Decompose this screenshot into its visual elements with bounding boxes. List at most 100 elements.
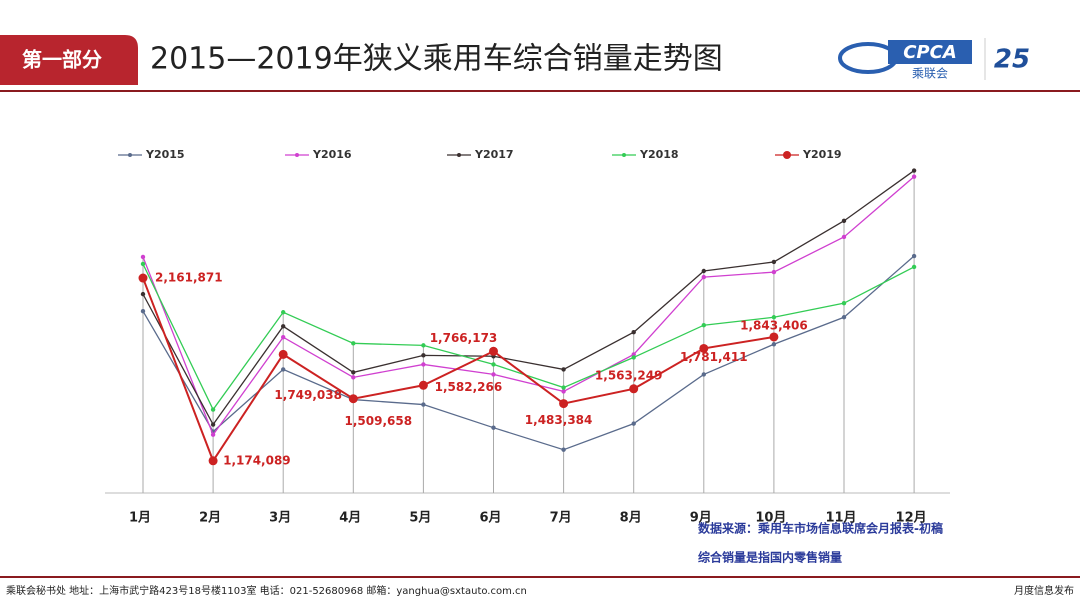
point [771,315,777,320]
x-tick-label: 12月 [896,511,927,526]
point [421,402,426,407]
point [208,456,218,466]
data-label: 1,509,658 [345,414,413,428]
point [421,343,426,348]
point [281,367,286,372]
legend-label: Y2015 [145,148,185,161]
point [278,349,288,359]
point [491,362,496,367]
point [631,421,636,426]
x-tick-label: 10月 [755,511,786,526]
data-label: 1,582,266 [435,380,503,394]
definition-note: 综合销量是指国内零售销量 [698,550,842,565]
point [351,370,356,375]
point [841,234,847,240]
point [769,332,779,342]
series-line [142,176,915,437]
point [210,407,216,412]
point [561,367,566,372]
point [351,341,356,346]
data-label: 1,766,173 [430,331,498,345]
point [911,264,917,270]
point [841,218,847,224]
logo-sub: 乘联会 [912,67,948,81]
data-label: 1,563,249 [595,368,663,382]
section-tab [0,35,138,85]
legend-marker [622,153,626,157]
legend-label: Y2017 [474,148,514,161]
point [418,380,428,390]
series-line [142,263,915,411]
legend-label: Y2019 [802,148,842,161]
x-tick-label: 2月 [199,511,221,526]
point [140,261,146,267]
x-tick-label: 1月 [129,511,151,526]
data-label: 1,843,406 [740,318,808,332]
point [140,254,146,260]
point [210,422,216,427]
badge: 25 [994,45,1030,75]
x-tick-label: 9月 [690,511,712,526]
point [351,375,356,380]
series-line [142,277,775,463]
point [138,273,148,283]
section-label: 第一部分 [22,48,102,72]
point [281,324,286,329]
legend-label: Y2018 [639,148,679,161]
point [911,168,917,173]
point [421,362,426,367]
legend-label: Y2016 [312,148,352,161]
data-label: 1,749,038 [274,388,342,402]
legend-marker [457,153,461,157]
point [629,384,639,394]
point [140,291,146,297]
legend-marker [783,151,791,159]
data-label: 1,781,411 [680,350,748,364]
point [491,425,496,430]
point [210,432,216,437]
logo-box [888,40,972,64]
x-tick-label: 8月 [620,511,642,526]
logo-text: CPCA [903,42,957,63]
x-tick-label: 6月 [479,511,501,526]
footer-left: 乘联会秘书处 地址：上海市武宁路423号18号楼1103室 电话：021-526… [6,584,527,597]
x-tick-label: 11月 [825,511,856,526]
point [491,372,496,377]
x-tick-label: 7月 [550,511,572,526]
point [631,330,636,335]
point [421,353,426,358]
point [701,372,706,377]
point [701,323,706,328]
point [771,342,777,347]
source-note: 数据来源：乘用车市场信息联席会月报表-初稿 [698,521,943,536]
point [701,274,706,280]
point [771,269,777,275]
point [561,385,566,390]
x-tick-label: 5月 [409,511,431,526]
point [561,389,566,394]
point [559,399,569,409]
point [489,346,498,356]
point [281,310,286,315]
point [281,335,286,340]
point [699,343,709,353]
point [771,259,777,265]
point [911,174,917,179]
x-tick-label: 4月 [339,511,361,526]
point [841,315,847,320]
footer-right: 月度信息发布 [1014,584,1074,597]
point [631,355,636,360]
x-tick-label: 3月 [269,511,291,526]
data-label: 2,161,871 [155,271,223,285]
data-label: 1,483,384 [525,413,593,427]
point [911,253,917,259]
point [841,300,847,306]
series-line [142,255,915,451]
data-label: 1,174,089 [223,453,291,467]
point [561,447,566,452]
legend-marker [295,153,299,157]
point [348,394,358,404]
series-line [142,170,915,426]
